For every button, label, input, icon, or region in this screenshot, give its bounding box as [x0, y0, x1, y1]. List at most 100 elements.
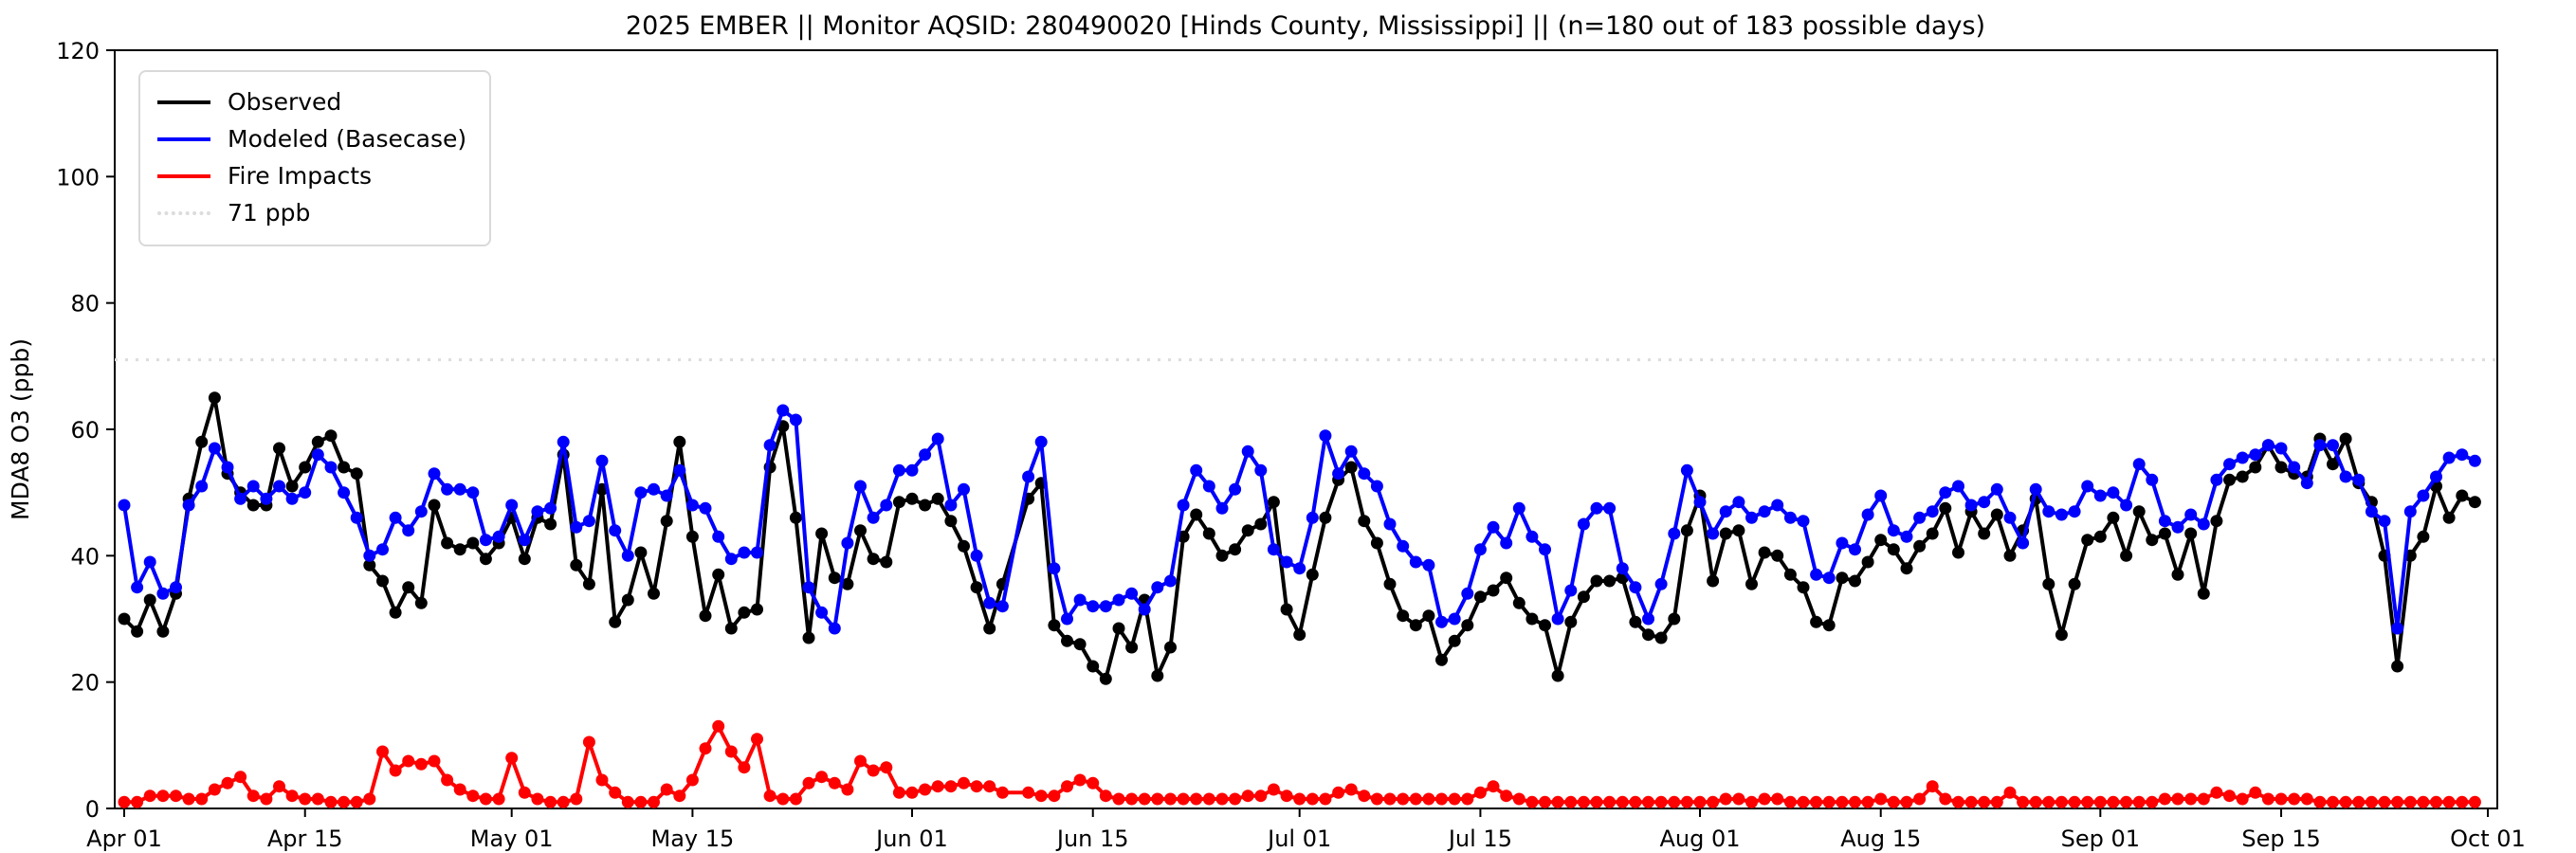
data-point	[1048, 619, 1061, 632]
data-point	[182, 792, 195, 806]
data-point	[648, 795, 660, 808]
data-point	[1771, 549, 1784, 562]
data-point	[428, 467, 441, 481]
data-point	[1590, 574, 1603, 588]
data-point	[751, 603, 763, 616]
data-point	[1874, 792, 1888, 806]
data-point	[2081, 534, 2094, 547]
legend-item-threshold: 71 ppb	[157, 194, 472, 231]
data-point	[118, 612, 131, 626]
data-point	[1397, 609, 1410, 623]
y-tick-label: 80	[70, 291, 100, 318]
data-point	[544, 795, 557, 808]
data-point	[1526, 530, 1539, 543]
data-point	[2029, 482, 2042, 496]
data-point	[1215, 792, 1229, 806]
data-point	[402, 524, 415, 537]
y-tick-label: 60	[70, 417, 100, 444]
data-point	[285, 789, 299, 803]
data-point	[195, 435, 209, 448]
data-point	[2107, 511, 2120, 524]
data-point	[970, 780, 983, 793]
data-point	[1448, 792, 1461, 806]
data-point	[1034, 435, 1048, 448]
data-point	[2300, 477, 2313, 490]
data-point	[1771, 792, 1784, 806]
x-tick-label: May 01	[470, 826, 554, 852]
data-point	[1448, 612, 1461, 626]
data-point	[544, 501, 557, 515]
x-tick-label: Jul 01	[1266, 826, 1331, 852]
data-point	[2223, 473, 2236, 486]
data-point	[1487, 780, 1500, 793]
data-point	[428, 754, 441, 768]
data-point	[208, 442, 221, 455]
data-point	[389, 606, 402, 619]
data-point	[712, 568, 725, 581]
data-point	[1642, 612, 1654, 626]
data-point	[2184, 508, 2198, 521]
legend-label-observed: Observed	[228, 88, 342, 116]
data-point	[1577, 795, 1590, 808]
data-point	[208, 391, 221, 405]
data-point	[479, 792, 492, 806]
data-point	[815, 606, 829, 619]
data-point	[1125, 641, 1139, 654]
data-point	[2107, 795, 2120, 808]
data-point	[1061, 634, 1073, 647]
data-point	[2417, 489, 2430, 502]
data-point	[1344, 445, 1358, 458]
data-point	[1642, 795, 1654, 808]
data-point	[363, 792, 376, 806]
data-point	[363, 549, 376, 562]
data-point	[2158, 527, 2171, 540]
data-point	[1732, 524, 1745, 537]
data-point	[944, 499, 958, 512]
data-point	[958, 482, 970, 496]
data-point	[1151, 669, 1164, 682]
series-modeled-basecase-	[118, 404, 2481, 635]
data-point	[2003, 549, 2017, 562]
x-tick-label: Jun 15	[1055, 826, 1129, 852]
data-point	[1500, 536, 1513, 550]
data-point	[2327, 795, 2339, 808]
data-point	[1473, 590, 1487, 604]
data-point	[311, 448, 324, 462]
data-point	[2430, 470, 2442, 483]
data-point	[260, 792, 273, 806]
data-point	[2081, 480, 2094, 493]
data-point	[1461, 792, 1474, 806]
data-point	[931, 780, 944, 793]
data-point	[1229, 792, 1242, 806]
data-point	[466, 486, 480, 499]
data-point	[2158, 515, 2171, 528]
data-point	[570, 558, 583, 572]
data-point	[156, 587, 170, 600]
data-point	[273, 780, 285, 793]
data-point	[828, 622, 841, 635]
data-point	[2249, 448, 2262, 462]
data-point	[1745, 511, 1758, 524]
data-point	[311, 435, 324, 448]
data-point	[1836, 572, 1849, 585]
data-point	[2430, 795, 2442, 808]
data-point	[751, 733, 763, 746]
data-point	[299, 792, 312, 806]
data-point	[699, 501, 712, 515]
data-point	[919, 783, 932, 796]
data-point	[492, 530, 505, 543]
data-point	[1435, 653, 1448, 666]
data-point	[660, 783, 673, 796]
data-point	[2339, 432, 2352, 445]
data-point	[673, 463, 686, 477]
data-point	[2197, 587, 2210, 600]
data-point	[170, 581, 182, 594]
data-point	[143, 593, 156, 607]
data-point	[338, 461, 351, 474]
data-point	[118, 499, 131, 512]
data-point	[118, 795, 131, 808]
data-point	[350, 511, 363, 524]
x-tick-label: Jul 15	[1447, 826, 1512, 852]
data-point	[453, 783, 466, 796]
